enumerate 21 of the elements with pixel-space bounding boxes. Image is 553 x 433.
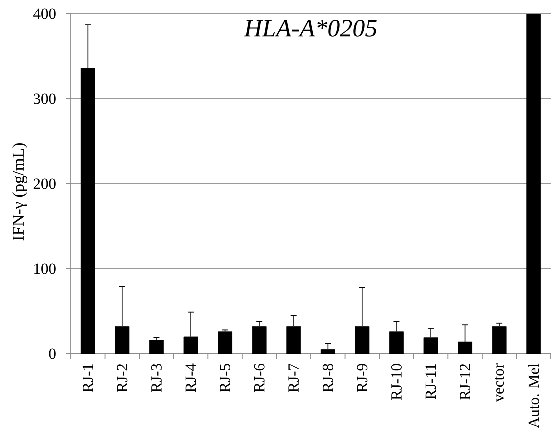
- x-tick-label: RJ-2: [117, 364, 128, 392]
- x-tick-label: RJ-11: [426, 364, 436, 400]
- chart-title: HLA-A*0205: [244, 20, 377, 37]
- x-tick-label: RJ-8: [322, 364, 334, 392]
- y-tick-label: 100: [34, 264, 56, 274]
- x-tick-label: RJ-1: [82, 364, 94, 392]
- x-tick-label: RJ-3: [152, 364, 162, 392]
- x-tick-label: Auto. Mel: [528, 364, 540, 428]
- y-tick-label: 0: [49, 348, 56, 360]
- y-axis-title: IFN-γ (pg/mL): [12, 143, 28, 241]
- x-tick-label: RJ-5: [220, 364, 230, 392]
- x-tick-label: RJ-9: [357, 364, 368, 392]
- x-tick-label: RJ-6: [254, 364, 265, 392]
- x-tick-label: RJ-10: [391, 364, 402, 400]
- x-tick-label: RJ-4: [186, 364, 196, 392]
- x-tick-label: vector: [495, 364, 504, 402]
- x-tick-label: RJ-12: [460, 364, 470, 400]
- x-tick-label: RJ-7: [288, 364, 300, 392]
- y-tick-label: 300: [34, 94, 56, 104]
- y-tick-label: 200: [34, 178, 56, 190]
- y-tick-label: 400: [34, 8, 56, 20]
